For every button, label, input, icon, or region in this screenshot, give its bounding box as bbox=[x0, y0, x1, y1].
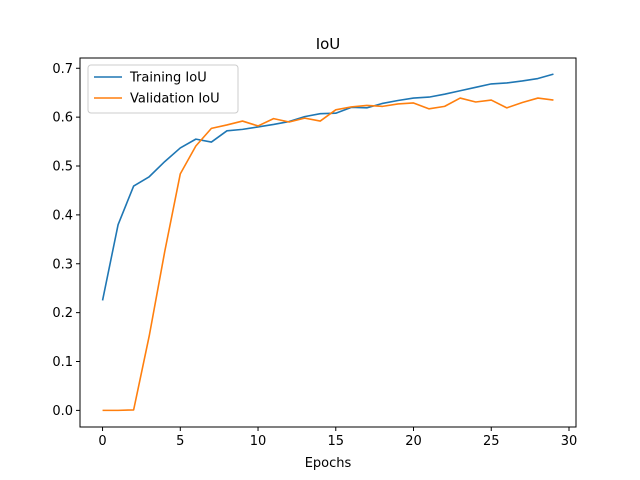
series-line-validation-iou bbox=[102, 97, 554, 412]
x-tick-label: 10 bbox=[250, 434, 267, 449]
chart-title: IoU bbox=[316, 35, 341, 53]
x-axis-title: Epochs bbox=[305, 456, 352, 471]
y-tick-label: 0.7 bbox=[52, 62, 73, 77]
x-tick-label: 25 bbox=[483, 434, 500, 449]
y-tick-label: 0.5 bbox=[52, 160, 73, 175]
axes-ticks: 0 5 10 15 20 25 30 0.0 0.1 0.2 0.3 0.4 0.5 0.6 0.7 bbox=[52, 62, 577, 449]
legend-label: Training IoU bbox=[129, 71, 207, 86]
x-tick-label: 15 bbox=[328, 434, 345, 449]
legend-box bbox=[87, 64, 239, 114]
y-tick-label: 0.3 bbox=[52, 257, 73, 272]
y-tick-label: 0.0 bbox=[52, 404, 73, 419]
series-line-training-iou bbox=[101, 73, 554, 301]
x-tick-label: 5 bbox=[176, 434, 184, 449]
x-tick-label: 20 bbox=[405, 434, 422, 449]
legend-label: Validation IoU bbox=[130, 92, 220, 107]
plot-area bbox=[101, 73, 554, 412]
y-tick-label: 0.2 bbox=[52, 306, 73, 321]
y-tick-label: 0.1 bbox=[52, 355, 73, 370]
plot-frame bbox=[79, 57, 577, 428]
y-tick-label: 0.4 bbox=[52, 208, 73, 223]
x-tick-label: 30 bbox=[561, 434, 578, 449]
legend: Training IoU Validation IoU bbox=[87, 64, 239, 114]
x-tick-label: 0 bbox=[98, 434, 106, 449]
y-tick-label: 0.6 bbox=[52, 111, 73, 126]
